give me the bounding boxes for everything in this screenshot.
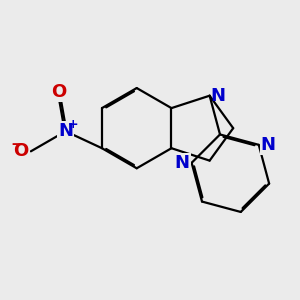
Text: N: N bbox=[211, 87, 226, 105]
Text: N: N bbox=[261, 136, 276, 154]
Text: N: N bbox=[175, 154, 190, 172]
Text: O: O bbox=[51, 83, 66, 101]
Text: +: + bbox=[68, 118, 78, 130]
Text: −: − bbox=[11, 136, 23, 152]
Text: N: N bbox=[58, 122, 73, 140]
Text: O: O bbox=[14, 142, 29, 160]
